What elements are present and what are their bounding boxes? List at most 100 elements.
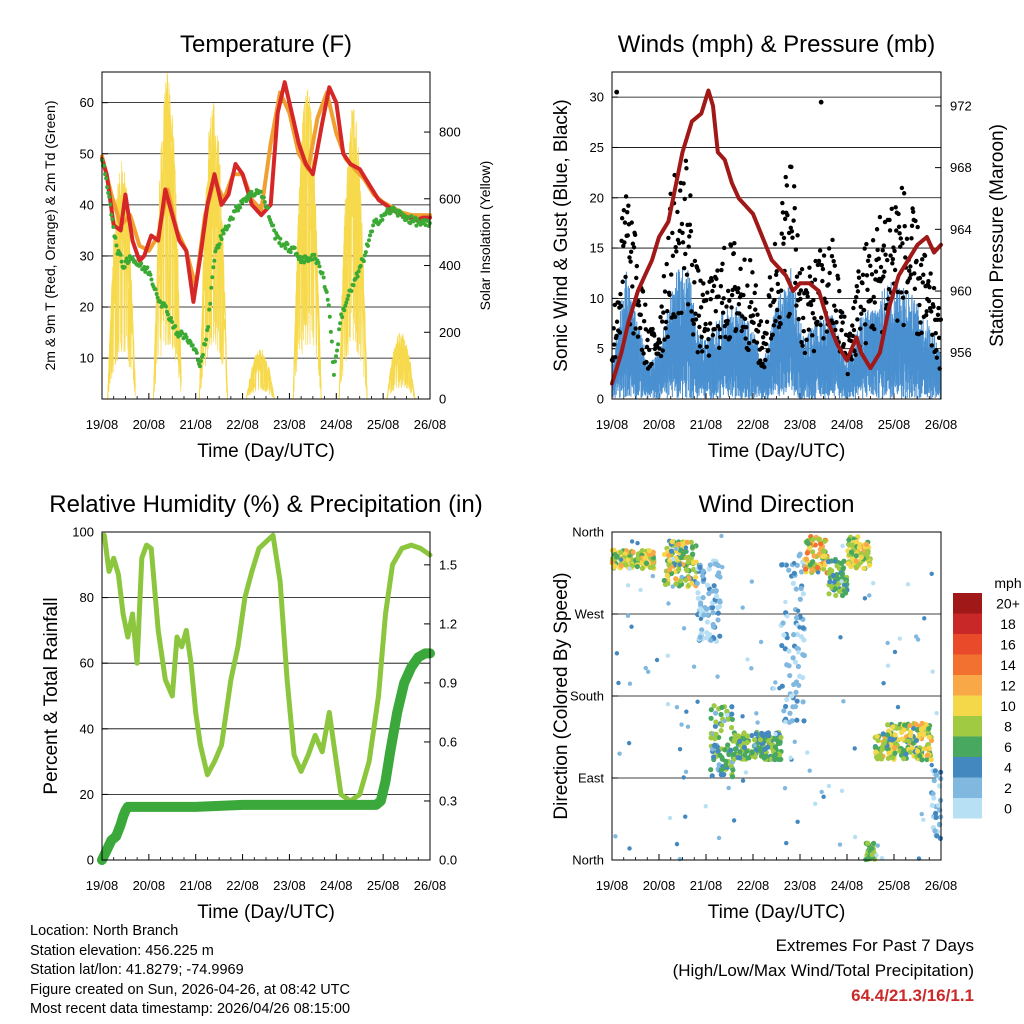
direction-point bbox=[725, 712, 730, 718]
gust-point bbox=[613, 354, 618, 360]
dewpoint-point bbox=[345, 297, 350, 302]
x-tick-label: 22/08 bbox=[226, 878, 259, 893]
gust-point bbox=[800, 343, 805, 348]
gust-point bbox=[811, 348, 817, 354]
gust-point bbox=[710, 332, 716, 338]
colorbar-label: 16 bbox=[1000, 636, 1016, 652]
gust-point bbox=[883, 252, 888, 257]
direction-point bbox=[926, 725, 932, 732]
direction-point bbox=[706, 590, 712, 597]
dewpoint-point bbox=[423, 223, 428, 228]
gust-point bbox=[854, 284, 859, 289]
gust-point bbox=[917, 302, 922, 308]
x-tick-label: 25/08 bbox=[367, 878, 400, 893]
x-tick-label: 19/08 bbox=[596, 878, 629, 893]
y2-tick-label: 964 bbox=[950, 222, 972, 237]
gust-point bbox=[859, 311, 864, 316]
direction-point bbox=[897, 636, 902, 641]
direction-point bbox=[926, 745, 932, 751]
direction-point bbox=[722, 718, 727, 724]
dewpoint-point bbox=[355, 274, 360, 279]
gust-point bbox=[716, 345, 722, 350]
direction-point bbox=[688, 580, 695, 586]
gust-point bbox=[747, 257, 753, 263]
gust-point bbox=[672, 314, 678, 320]
dewpoint-point bbox=[346, 293, 351, 298]
gust-point bbox=[715, 268, 720, 273]
dewpoint-point bbox=[219, 237, 224, 242]
y-tick-label: 40 bbox=[80, 721, 94, 736]
gust-point bbox=[733, 327, 739, 332]
gust-point bbox=[703, 321, 708, 327]
direction-point bbox=[677, 578, 684, 584]
gust-point bbox=[930, 332, 935, 338]
x-tick-label: 26/08 bbox=[414, 417, 447, 432]
direction-point bbox=[916, 731, 922, 737]
direction-point bbox=[929, 802, 935, 808]
series-9m-temperature bbox=[100, 90, 432, 289]
direction-point bbox=[795, 819, 800, 824]
direction-point bbox=[879, 855, 885, 861]
direction-point bbox=[616, 680, 621, 686]
dewpoint-point bbox=[331, 372, 336, 377]
gust-point bbox=[907, 268, 912, 273]
direction-point bbox=[783, 599, 788, 605]
x-tick-label: 19/08 bbox=[596, 417, 629, 432]
gust-point bbox=[819, 263, 825, 268]
direction-point bbox=[714, 572, 721, 579]
gust-point bbox=[767, 275, 773, 280]
dewpoint-point bbox=[402, 213, 407, 218]
direction-point bbox=[670, 584, 675, 589]
gust-point bbox=[632, 232, 638, 238]
direction-point bbox=[821, 794, 826, 800]
gust-point bbox=[610, 358, 615, 364]
gust-point bbox=[705, 327, 711, 332]
direction-point bbox=[875, 737, 881, 743]
gust-point bbox=[767, 294, 772, 299]
gust-point bbox=[862, 246, 867, 251]
y-tick-label: 25 bbox=[590, 140, 604, 155]
gust-point bbox=[634, 275, 639, 281]
direction-point bbox=[793, 586, 799, 592]
direction-point bbox=[784, 840, 789, 846]
gust-point bbox=[736, 301, 742, 307]
direction-point bbox=[744, 739, 750, 746]
direction-point bbox=[777, 685, 782, 691]
direction-point bbox=[832, 586, 838, 592]
direction-point bbox=[667, 558, 673, 564]
gust-point bbox=[752, 290, 757, 296]
gust-point bbox=[874, 227, 880, 232]
gust-point bbox=[771, 323, 777, 328]
colorbar-label: 2 bbox=[1004, 780, 1012, 796]
extremes-title: Extremes For Past 7 Days bbox=[775, 936, 974, 955]
gust-point bbox=[903, 255, 908, 260]
direction-point bbox=[863, 856, 869, 863]
direction-point bbox=[908, 732, 914, 739]
y2-axis-label: Station Pressure (Maroon) bbox=[987, 124, 1008, 347]
direction-point bbox=[695, 590, 701, 596]
gust-point bbox=[768, 303, 773, 308]
direction-point bbox=[691, 664, 697, 669]
gust-point bbox=[816, 258, 822, 264]
direction-point bbox=[661, 577, 667, 584]
extremes-values: 64.4/21.3/16/1.1 bbox=[851, 986, 974, 1005]
direction-point bbox=[713, 731, 719, 737]
direction-point bbox=[707, 562, 713, 568]
direction-point bbox=[674, 704, 680, 710]
direction-point bbox=[934, 833, 940, 839]
gust-point bbox=[722, 245, 727, 251]
solar-trace bbox=[245, 350, 275, 400]
direction-point bbox=[726, 751, 732, 758]
gust-point bbox=[630, 241, 636, 246]
direction-point bbox=[867, 593, 872, 598]
dewpoint-point bbox=[184, 335, 189, 340]
gust-point bbox=[763, 341, 769, 347]
series-sonic-wind bbox=[611, 267, 942, 399]
direction-point bbox=[684, 709, 689, 714]
gust-point bbox=[831, 259, 836, 264]
direction-point bbox=[874, 853, 879, 858]
direction-point bbox=[737, 749, 743, 755]
gust-point bbox=[820, 266, 826, 272]
dewpoint-point bbox=[139, 261, 144, 266]
gust-point bbox=[705, 290, 710, 295]
